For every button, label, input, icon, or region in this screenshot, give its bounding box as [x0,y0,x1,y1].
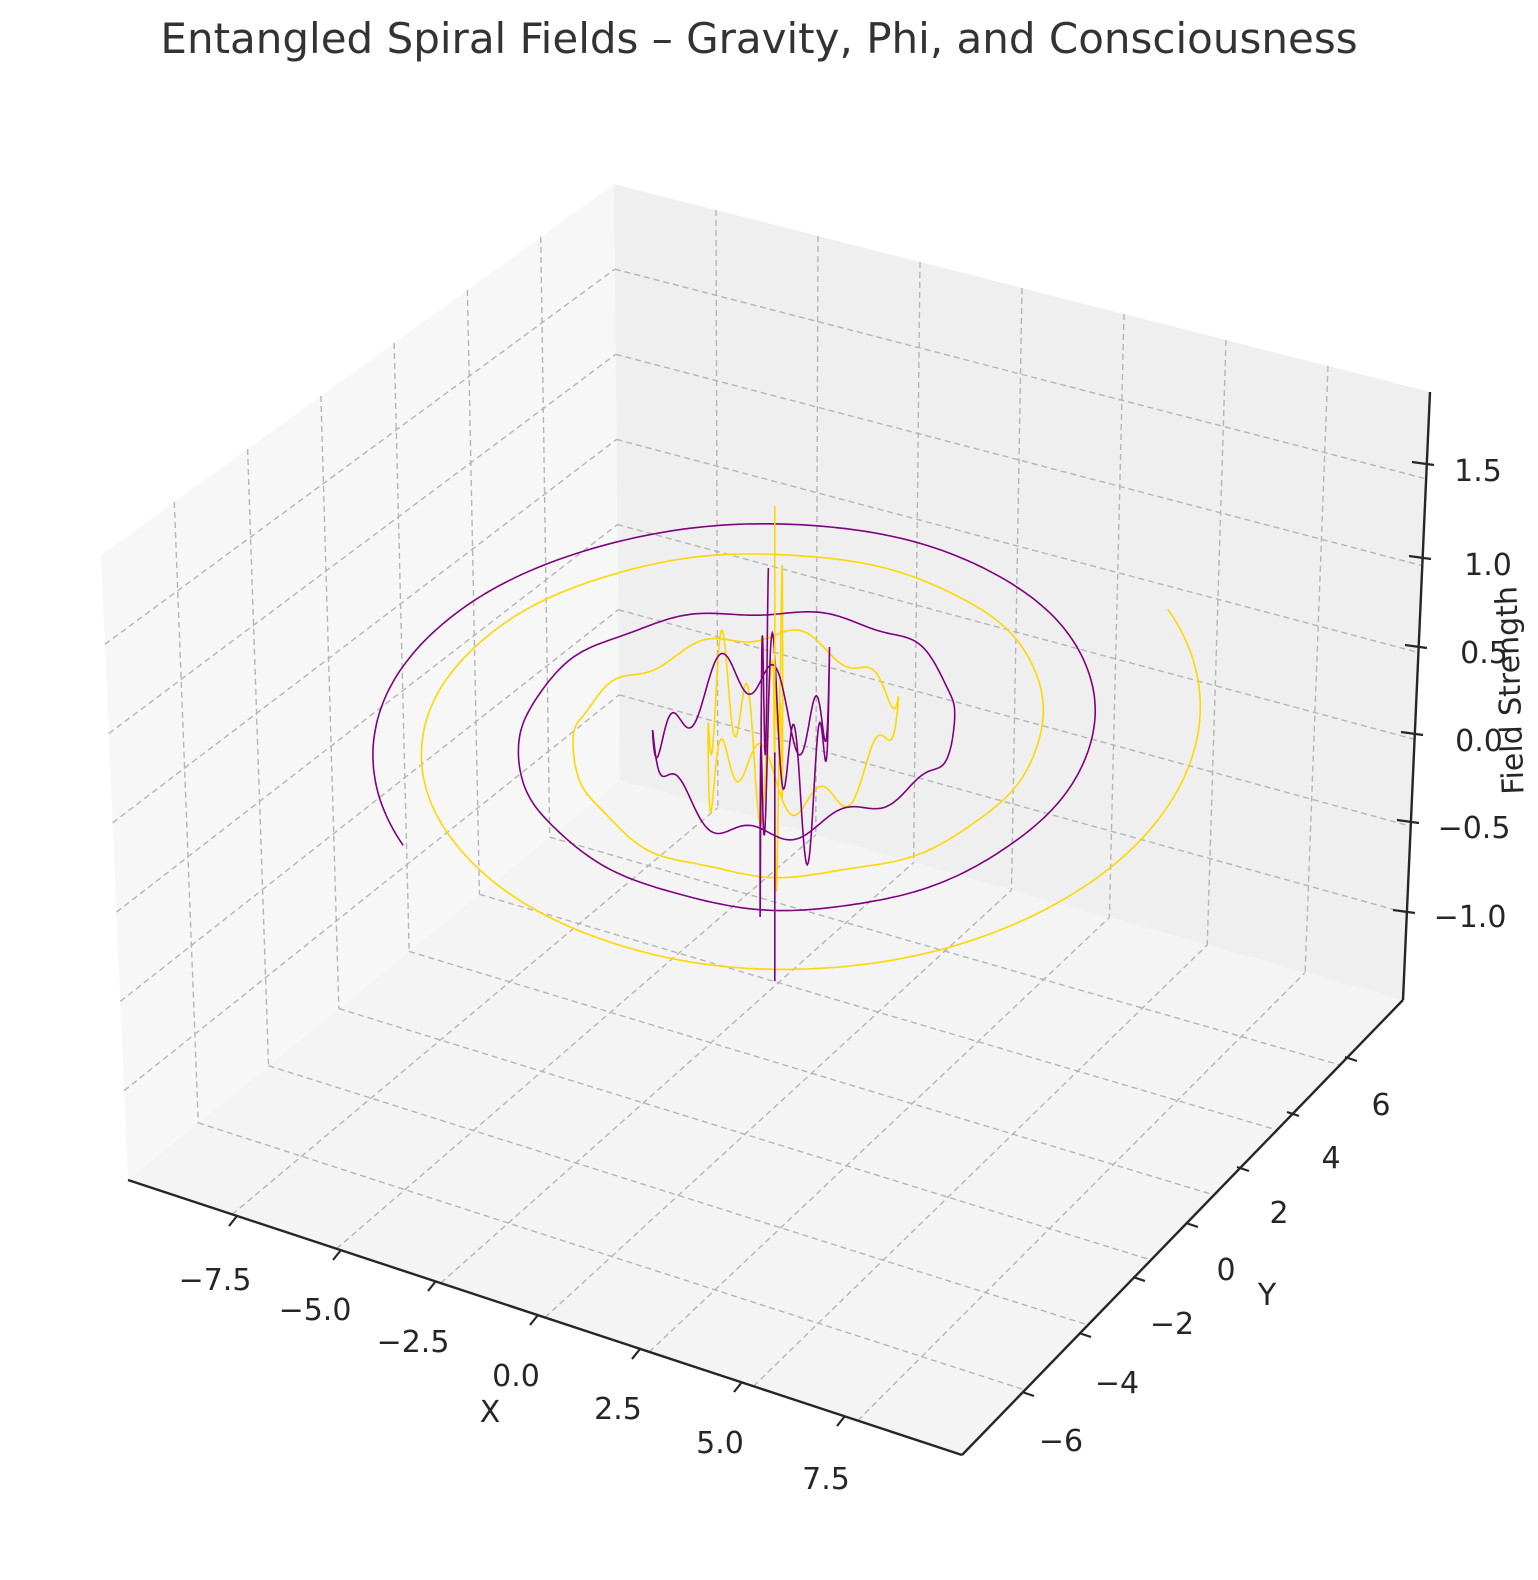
y-tick-mark [1344,1055,1358,1063]
y-tick-label: 4 [1321,1141,1340,1176]
chart-title: Entangled Spiral Fields – Gravity, Phi, … [160,14,1357,63]
z-tick-mark [1408,554,1432,561]
z-tick-label: −0.5 [1438,811,1511,846]
y-tick-mark [1078,1331,1092,1339]
grid-line [618,694,1408,914]
grid-line [173,501,199,1123]
x-tick-label: −2.5 [377,1325,450,1360]
floor-pane [128,780,1403,1455]
grid-line [1206,339,1227,946]
y-tick-label: −6 [1039,1424,1083,1459]
z-tick-mark [1392,908,1416,915]
y-tick-label: −2 [1150,1307,1194,1342]
x-tick-mark [427,1280,437,1292]
y-tick-label: −4 [1095,1366,1139,1401]
series-line [420,553,1202,971]
grid-line [1108,313,1125,918]
left-pane [101,184,620,1180]
y-tick-label: 2 [1269,1196,1288,1231]
grid-line [615,353,1423,567]
z-tick-label: −1.0 [1434,900,1507,935]
grid-line [336,834,817,1250]
y-axis-ticks: −6 −4 −2 0 2 4 6 [1021,1055,1391,1459]
grid-line [268,1065,1089,1326]
x-axis-label: X [480,1395,501,1430]
grid-line [753,944,1208,1387]
grid-line [617,523,1415,741]
z-tick-mark [1400,730,1424,737]
x-axis-ticks: −7.5 −5.0 −2.5 0.0 2.5 5.0 7.5 [179,1215,850,1497]
z-tick-mark [1396,818,1420,825]
z-axis-label: Field Strength [1489,586,1531,796]
x-tick-label: 2.5 [594,1392,642,1427]
grid-line [231,806,719,1215]
y-tick-mark [1021,1390,1035,1398]
grid-line [618,609,1411,827]
y-axis-label: Y [1257,1278,1277,1313]
z-tick-mark [1404,643,1428,650]
grid-line [544,889,1012,1319]
z-tick-label: 1.0 [1464,548,1512,583]
y-axis-line [961,999,1404,1456]
z-axis-line [1401,391,1432,1001]
x-tick-mark [733,1381,743,1393]
grid-line [112,438,617,824]
grid-line [912,261,921,863]
series-line [372,523,1096,918]
grid-line [123,694,620,1092]
grid-line [116,524,618,913]
grid-line [320,395,340,1009]
grid-line [393,342,410,952]
z-tick-label: 0.5 [1460,636,1508,671]
z-tick-label: 1.5 [1454,454,1502,489]
x-tick-label: 7.5 [802,1462,850,1497]
z-axis-ticks: −1.0 −0.5 0.0 0.5 1.0 1.5 [1392,454,1512,935]
x-tick-label: −7.5 [179,1263,252,1298]
series-layer [372,506,1202,982]
z-tick-mark [1411,460,1435,467]
x-axis-line [127,1178,963,1457]
y-tick-mark [1236,1165,1250,1173]
grid-line [466,289,481,895]
y-tick-label: 0 [1216,1253,1235,1288]
grid-line [246,448,270,1066]
x-tick-label: −5.0 [279,1293,352,1328]
grid-line [616,438,1419,654]
grid-line [648,916,1110,1353]
grid-line [1304,365,1329,973]
x-tick-mark [332,1249,342,1261]
x-tick-label: 0.0 [492,1359,540,1394]
y-tick-label: 6 [1371,1088,1390,1123]
x-tick-mark [228,1215,238,1227]
grid-line [108,353,617,735]
x-tick-mark [529,1314,539,1326]
z-tick-label: 0.0 [1455,724,1503,759]
grid-line [440,861,915,1284]
y-tick-mark [1132,1275,1146,1283]
grid-line [104,268,616,645]
y-tick-mark [1286,1110,1300,1118]
grid-line [857,972,1306,1422]
x-tick-label: 5.0 [696,1426,744,1461]
grid-line [540,236,551,838]
x-tick-mark [631,1348,641,1360]
grid-line [119,609,619,1002]
y-tick-mark [1185,1221,1199,1229]
x-tick-mark [836,1415,846,1427]
